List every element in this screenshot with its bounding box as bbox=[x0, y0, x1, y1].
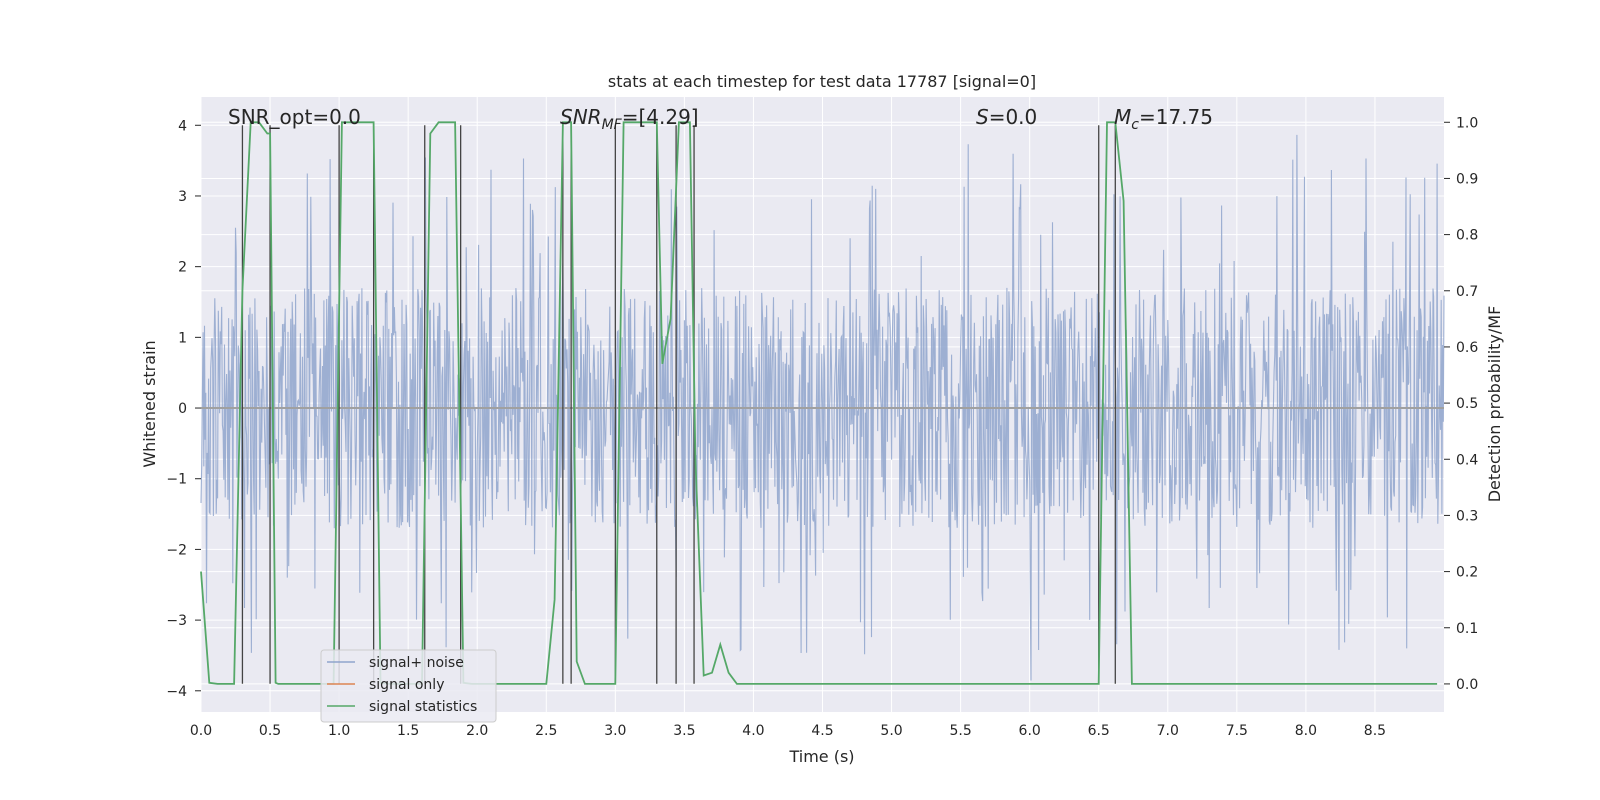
vlines bbox=[241, 125, 1116, 684]
y-right-tick-0: 1.0 bbox=[1456, 115, 1478, 131]
y-tick-8: −4 bbox=[166, 684, 187, 700]
x-tick-17: 8.5 bbox=[1364, 723, 1386, 739]
annotation-snr-mf: SNRMF=[4.29] bbox=[560, 105, 699, 133]
y-tick-0: 4 bbox=[178, 118, 187, 134]
y-right-tick-10: 0.0 bbox=[1456, 677, 1478, 693]
y-tick-6: −2 bbox=[166, 542, 187, 558]
x-tick-9: 4.5 bbox=[811, 723, 833, 739]
y-right-tick-3: 0.7 bbox=[1456, 284, 1478, 300]
y-axis-label: Whitened strain bbox=[140, 340, 159, 467]
x-tick-0: 0.0 bbox=[190, 723, 212, 739]
s-value: =0.0 bbox=[989, 105, 1038, 129]
y-tick-3: 1 bbox=[178, 330, 187, 346]
statistics-line bbox=[200, 121, 1438, 685]
legend-label-noise: signal+ noise bbox=[369, 655, 464, 671]
y-axis-label-right: Detection probability/MF bbox=[1485, 306, 1504, 503]
stats-series bbox=[200, 121, 1438, 685]
x-tick-7: 3.5 bbox=[673, 723, 695, 739]
annotation-mc: Mc=17.75 bbox=[1114, 105, 1213, 133]
noise-line bbox=[200, 134, 1445, 681]
x-tick-8: 4.0 bbox=[742, 723, 764, 739]
x-tick-14: 7.0 bbox=[1157, 723, 1179, 739]
y-tick-2: 2 bbox=[178, 260, 187, 276]
x-axis-label: Time (s) bbox=[788, 747, 854, 766]
y-right-tick-1: 0.9 bbox=[1456, 171, 1478, 187]
y-right-tick-8: 0.2 bbox=[1456, 565, 1478, 581]
x-tick-3: 1.5 bbox=[397, 723, 419, 739]
snr-mf-value: =[4.29] bbox=[622, 105, 699, 129]
annotation-snr-opt: SNR_opt=0.0 bbox=[228, 105, 361, 129]
y-right-tick-9: 0.1 bbox=[1456, 621, 1478, 637]
x-tick-4: 2.0 bbox=[466, 723, 488, 739]
x-tick-5: 2.5 bbox=[535, 723, 557, 739]
legend-label-signal-only: signal only bbox=[369, 677, 444, 693]
x-tick-1: 0.5 bbox=[259, 723, 281, 739]
x-tick-12: 6.0 bbox=[1019, 723, 1041, 739]
snr-mf-main: SNR bbox=[560, 105, 602, 129]
y-ticks: 4 3 2 1 0 −1 −2 −3 −4 bbox=[166, 118, 201, 700]
noise-series bbox=[200, 134, 1445, 681]
snr-mf-subscript: MF bbox=[602, 117, 623, 133]
y-tick-1: 3 bbox=[178, 189, 187, 205]
y-right-tick-4: 0.6 bbox=[1456, 340, 1478, 356]
x-tick-11: 5.5 bbox=[949, 723, 971, 739]
y-right-tick-6: 0.4 bbox=[1456, 452, 1478, 468]
x-tick-13: 6.5 bbox=[1088, 723, 1110, 739]
x-tick-10: 5.0 bbox=[880, 723, 902, 739]
s-main: S bbox=[976, 105, 989, 129]
legend-label-statistics: signal statistics bbox=[369, 699, 477, 715]
y-right-tick-7: 0.3 bbox=[1456, 508, 1478, 524]
y-tick-4: 0 bbox=[178, 401, 187, 417]
y-ticks-right: 1.0 0.9 0.8 0.7 0.6 0.5 0.4 0.3 0.2 0.1 0.0 bbox=[1444, 115, 1478, 693]
annotation-s: S=0.0 bbox=[976, 105, 1037, 129]
y-right-tick-5: 0.5 bbox=[1456, 396, 1478, 412]
x-tick-16: 8.0 bbox=[1295, 723, 1317, 739]
y-tick-5: −1 bbox=[166, 472, 187, 488]
mc-value: =17.75 bbox=[1139, 105, 1213, 129]
mc-main: M bbox=[1114, 105, 1131, 129]
chart-title: stats at each timestep for test data 177… bbox=[608, 72, 1036, 91]
y-tick-7: −3 bbox=[166, 613, 187, 629]
legend-box bbox=[320, 649, 497, 723]
x-tick-15: 7.5 bbox=[1226, 723, 1248, 739]
x-tick-2: 1.0 bbox=[328, 723, 350, 739]
mc-subscript: c bbox=[1131, 117, 1139, 133]
legend: signal+ noise signal only signal statist… bbox=[320, 649, 497, 723]
x-tick-6: 3.0 bbox=[604, 723, 626, 739]
y-right-tick-2: 0.8 bbox=[1456, 228, 1478, 244]
x-ticks: 0.0 0.5 1.0 1.5 2.0 2.5 3.0 3.5 4.0 4.5 5.0 5.5 6.0 6… bbox=[190, 723, 1386, 739]
